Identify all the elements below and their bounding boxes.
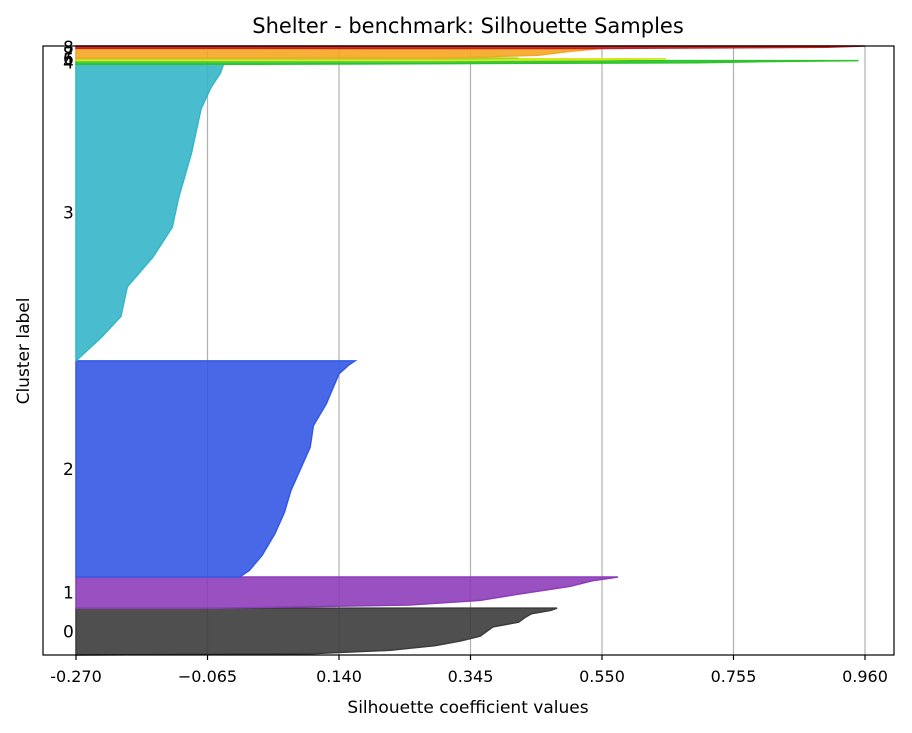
- cluster-label: 6: [63, 49, 74, 69]
- cluster-label: 3: [63, 204, 74, 224]
- cluster-2-area: [75, 360, 358, 578]
- cluster-areas: [75, 45, 866, 656]
- x-tick-label: -0.270: [50, 667, 102, 686]
- cluster-7-area: [75, 47, 603, 59]
- cluster-label: 1: [63, 584, 74, 604]
- x-tick-label: 0.140: [316, 667, 362, 686]
- cluster-label: 5: [63, 51, 74, 71]
- cluster-label: 2: [63, 460, 74, 480]
- y-axis-label: Cluster label: [14, 298, 34, 405]
- grid-lines: [75, 46, 866, 655]
- cluster-label: 8: [63, 38, 74, 58]
- x-tick-label: 0.755: [711, 667, 757, 686]
- x-axis-ticks: -0.270 −0.065 0.140 0.345 0.550 0.755 0.960: [50, 655, 888, 686]
- cluster-1-area: [75, 576, 619, 609]
- x-tick-label: 0.550: [579, 667, 625, 686]
- plot-frame: [42, 45, 895, 656]
- chart-title: Shelter - benchmark: Silhouette Samples: [252, 14, 684, 38]
- cluster-4-area: [75, 59, 859, 66]
- x-tick-label: 0.960: [842, 667, 888, 686]
- cluster-label: 0: [63, 623, 74, 643]
- cluster-label: 7: [63, 44, 74, 64]
- x-tick-label: 0.345: [448, 667, 494, 686]
- cluster-label: 4: [63, 53, 74, 73]
- x-tick-label: −0.065: [178, 667, 237, 686]
- cluster-0-area: [75, 607, 558, 656]
- cluster-3-area: [75, 63, 225, 362]
- x-axis-label: Silhouette coefficient values: [347, 698, 588, 718]
